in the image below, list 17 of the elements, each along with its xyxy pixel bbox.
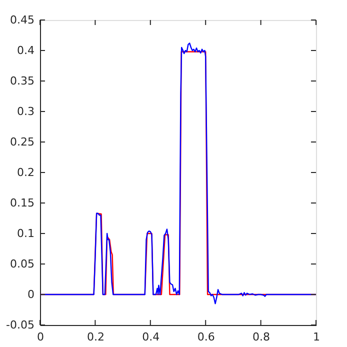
y-tick-label: 0.1 <box>17 227 34 240</box>
y-tick-label: 0.15 <box>10 196 34 210</box>
y-tick-label: 0.4 <box>17 44 34 57</box>
y-tick-label: 0.3 <box>17 105 34 118</box>
x-tick-label: 0.8 <box>252 330 270 344</box>
x-tick-label: 0 <box>37 330 44 344</box>
y-tick-label: 0.45 <box>10 14 34 26</box>
y-tick-label: 0.2 <box>17 166 34 179</box>
y-tick-label: 0 <box>28 288 34 301</box>
y-tick-label: 0.25 <box>10 136 34 148</box>
x-tick-label: 1 <box>313 330 320 344</box>
y-tick-label: 0.35 <box>10 74 34 88</box>
x-tick-label: 0.4 <box>142 330 160 344</box>
x-tick-label: 0.2 <box>86 330 104 344</box>
y-tick-label: 0.05 <box>10 258 34 270</box>
y-tick-label: -0.05 <box>6 318 34 332</box>
x-tick-label: 0.6 <box>197 330 215 344</box>
